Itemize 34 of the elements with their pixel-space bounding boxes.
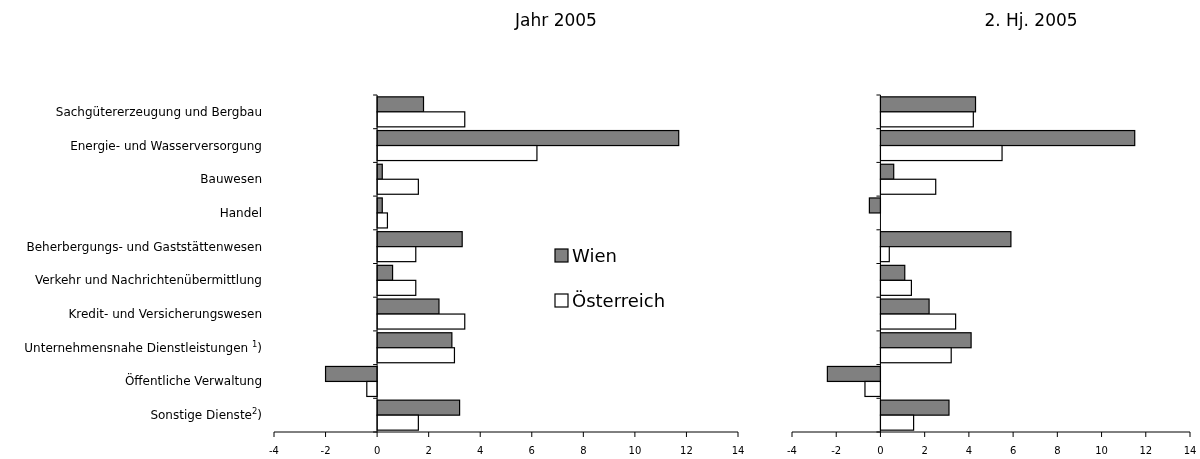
x-tick-label: 8 [580,445,587,456]
x-tick-label: 4 [477,445,484,456]
x-tick-label: 6 [1009,445,1017,456]
x-tick-label: 14 [1183,445,1197,456]
chart-title: 2. Hj. 2005 [984,10,1078,30]
x-tick-label: 14 [731,445,745,456]
x-tick-label: 6 [528,445,535,456]
x-tick-label: -2 [831,445,842,456]
y-tick-label: Öffentliche Verwaltung [124,372,262,389]
x-tick-label: 10 [628,445,642,456]
x-tick-label: -2 [320,445,331,456]
y-tick-label: Sachgütererzeugung und Bergbau [55,104,262,119]
y-tick-label: Beherbergungs- und Gaststättenwesen [26,239,262,254]
x-tick-label: -4 [787,445,797,456]
y-tick-label: Energie- und Wasserversorgung [70,138,262,153]
legend-label: Österreich [572,290,666,311]
x-tick-label: 8 [1054,445,1061,456]
y-tick-label: Bauwesen [200,172,262,187]
x-tick-label: 2 [921,445,928,456]
legend-label: Wien [572,245,617,266]
x-tick-label: 2 [425,445,432,456]
y-tick-label: Verkehr und Nachrichtenübermittlung [34,273,262,288]
x-tick-label: 0 [373,445,381,456]
y-tick-label: Unternehmensnahe Dienstleistungen $^{1}$) [24,338,262,355]
chart-title: Jahr 2005 [514,10,597,30]
y-tick-label: Kredit- und Versicherungswesen [68,307,262,322]
x-tick-label: 10 [1095,445,1108,456]
x-tick-label: 12 [680,445,693,456]
x-tick-label: 0 [877,445,884,456]
x-tick-label: 12 [1139,445,1153,456]
x-tick-label: -4 [269,445,279,456]
x-tick-label: 4 [965,445,973,456]
y-tick-label: Sonstige Dienste$^{2}$) [150,406,262,423]
y-tick-label: Handel [219,205,262,220]
